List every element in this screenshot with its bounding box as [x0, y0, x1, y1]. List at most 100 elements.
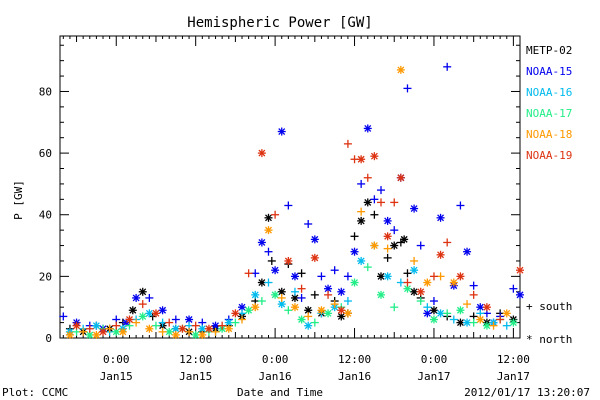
- point-north: [264, 213, 273, 222]
- point-south: [390, 226, 399, 235]
- point-north: [410, 204, 419, 213]
- point-north: [337, 287, 346, 296]
- point-north: [357, 256, 366, 265]
- point-south: [343, 139, 352, 148]
- y-axis-label: P [GW]: [12, 180, 25, 220]
- point-south: [363, 263, 372, 272]
- point-north: [251, 290, 260, 299]
- point-south: [165, 318, 174, 327]
- point-south: [416, 297, 425, 306]
- point-south: [429, 272, 438, 281]
- point-south: [390, 198, 399, 207]
- point-north: [138, 287, 147, 296]
- y-tick-label: 20: [39, 270, 52, 283]
- point-north: [390, 241, 399, 250]
- point-south: [267, 256, 276, 265]
- point-north: [436, 213, 445, 222]
- point-south: [191, 321, 200, 330]
- point-south: [383, 253, 392, 262]
- point-north: [290, 303, 299, 312]
- point-south: [185, 327, 194, 336]
- point-north: [383, 232, 392, 241]
- point-north: [191, 330, 200, 339]
- point-south: [403, 278, 412, 287]
- point-south: [310, 318, 319, 327]
- point-south: [310, 290, 319, 299]
- point-north: [284, 256, 293, 265]
- point-south: [231, 318, 240, 327]
- point-north: [128, 306, 137, 315]
- point-north: [416, 287, 425, 296]
- legend: METP-02 NOAA-15 NOAA-16 NOAA-17 NOAA-18 NOAA-…: [526, 44, 572, 162]
- point-north: [271, 266, 280, 275]
- point-south: [244, 269, 253, 278]
- legend-entry: NOAA-19: [526, 149, 572, 162]
- point-north: [118, 327, 127, 336]
- point-south: [271, 210, 280, 219]
- point-north: [377, 290, 386, 299]
- point-north: [516, 290, 524, 299]
- x-tick-label-date: Jan15: [179, 370, 212, 383]
- point-north: [396, 173, 405, 182]
- point-north: [383, 216, 392, 225]
- point-north: [357, 155, 366, 164]
- point-south: [469, 281, 478, 290]
- point-north: [456, 306, 465, 315]
- point-south: [284, 201, 293, 210]
- point-north: [92, 321, 101, 330]
- point-north: [337, 312, 346, 321]
- point-north: [436, 309, 445, 318]
- point-south: [496, 315, 505, 324]
- data-points: [59, 62, 524, 339]
- point-north: [310, 235, 319, 244]
- point-south: [403, 269, 412, 278]
- point-south: [257, 297, 266, 306]
- point-north: [310, 253, 319, 262]
- x-tick-label-date: Jan17: [417, 370, 450, 383]
- point-north: [158, 306, 167, 315]
- point-south: [324, 290, 333, 299]
- point-south: [443, 238, 452, 247]
- point-south: [343, 297, 352, 306]
- point-north: [125, 315, 134, 324]
- point-north: [271, 290, 280, 299]
- point-north: [297, 315, 306, 324]
- point-north: [198, 330, 207, 339]
- y-tick-label: 60: [39, 147, 52, 160]
- x-tick-label-time: 0:00: [421, 353, 448, 366]
- point-north: [185, 315, 194, 324]
- point-south: [330, 266, 339, 275]
- point-south: [502, 321, 511, 330]
- point-north: [231, 309, 240, 318]
- point-north: [429, 306, 438, 315]
- point-north: [343, 309, 352, 318]
- point-south: [343, 272, 352, 281]
- series-metp-02: [65, 198, 518, 336]
- point-north: [516, 266, 524, 275]
- point-south: [423, 303, 432, 312]
- y-axis: 0 20 40 60 80: [39, 44, 520, 345]
- point-north: [350, 247, 359, 256]
- point-north: [456, 272, 465, 281]
- series-noaa-16: [65, 241, 511, 336]
- footer-timestamp: 2012/01/17 13:20:07: [464, 386, 590, 399]
- point-south: [456, 201, 465, 210]
- marker-legend-north: * north: [526, 333, 572, 346]
- point-north: [72, 321, 81, 330]
- x-tick-label-time: 12:00: [179, 353, 212, 366]
- point-north: [363, 124, 372, 133]
- point-north: [264, 226, 273, 235]
- plot-frame: [59, 35, 521, 339]
- point-south: [390, 303, 399, 312]
- point-north: [138, 312, 147, 321]
- point-north: [178, 324, 187, 333]
- point-north: [383, 272, 392, 281]
- point-north: [449, 278, 458, 287]
- point-north: [396, 65, 405, 74]
- point-south: [297, 284, 306, 293]
- point-south: [377, 198, 386, 207]
- x-tick-label-time: 12:00: [497, 353, 530, 366]
- point-south: [297, 293, 306, 302]
- point-south: [297, 269, 306, 278]
